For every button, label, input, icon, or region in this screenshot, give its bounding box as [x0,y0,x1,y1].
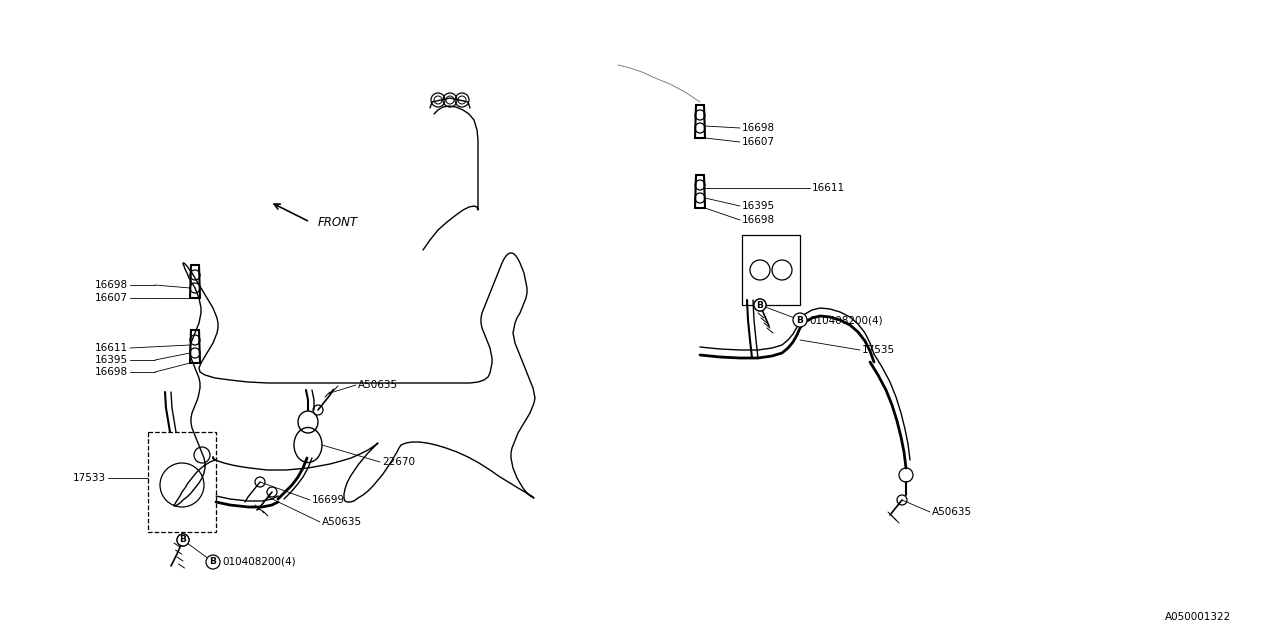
Text: 17533: 17533 [73,473,106,483]
Text: 16611: 16611 [812,183,845,193]
Text: B: B [796,316,804,324]
Circle shape [754,299,765,311]
Text: 16698: 16698 [742,123,776,133]
Text: 010408200(4): 010408200(4) [809,315,883,325]
Text: B: B [179,536,187,545]
Text: 16611: 16611 [95,343,128,353]
Text: A050001322: A050001322 [1165,612,1231,622]
Bar [148,432,216,532]
Text: FRONT: FRONT [317,216,358,228]
Text: 22670: 22670 [381,457,415,467]
Text: 16395: 16395 [742,201,776,211]
Text: B: B [756,301,763,310]
Text: A50635: A50635 [323,517,362,527]
Text: 16607: 16607 [742,137,774,147]
Text: 16698: 16698 [742,215,776,225]
Text: 16698: 16698 [95,280,128,290]
Circle shape [794,313,806,327]
Circle shape [177,534,189,546]
Text: 16699: 16699 [312,495,346,505]
Bar [742,235,800,305]
Text: 16395: 16395 [95,355,128,365]
Text: 16698: 16698 [95,367,128,377]
Text: 16607: 16607 [95,293,128,303]
Text: A50635: A50635 [358,380,398,390]
Circle shape [206,555,220,569]
Text: B: B [210,557,216,566]
Text: 17535: 17535 [861,345,895,355]
Text: 010408200(4): 010408200(4) [221,557,296,567]
Text: A50635: A50635 [932,507,972,517]
